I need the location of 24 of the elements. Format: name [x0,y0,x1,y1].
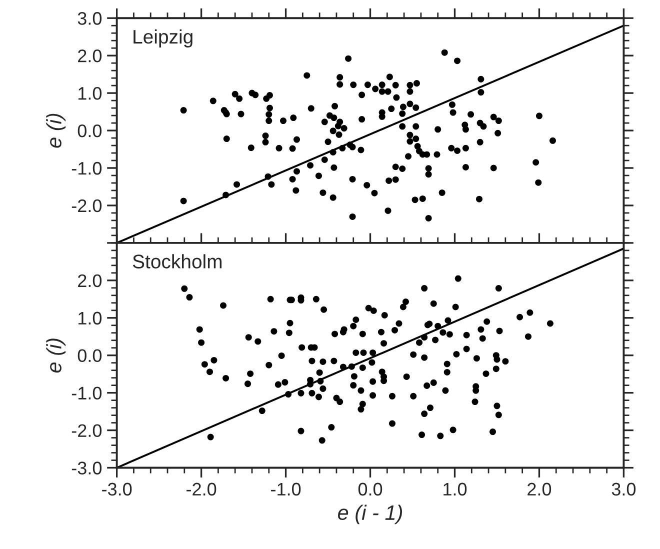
y-tick-label: 2.0 [78,50,102,62]
y-tick-label: 1.0 [78,86,102,100]
y-tick-label: 0.0 [78,124,102,138]
y-axis-title: e (i) [46,338,66,373]
x-tick-label: 1.0 [444,482,467,496]
x-tick-label: 2.0 [528,482,552,496]
annotation: Leipzig [134,29,192,48]
y-tick-label: -1.0 [72,162,102,175]
y-tick-label: 3.0 [78,12,102,25]
y-tick-label: -1.0 [72,386,102,400]
y-axis-title: e (i) [46,114,66,148]
y-tick-label: 1.0 [78,312,102,325]
y-tick-label: 2.0 [78,274,102,288]
x-axis-title: e (i - 1) [338,504,402,524]
x-tick-label: -2.0 [186,482,216,496]
annotation: Stockholm [132,254,222,268]
x-tick-label: -1.0 [271,482,301,496]
y-tick-label: 0.0 [78,349,102,362]
y-tick-label: -3.0 [72,462,102,474]
x-tick-label: 0.0 [358,482,382,496]
x-tick-label: 3.0 [612,482,636,496]
y-tick-label: -2.0 [72,199,102,212]
y-tick-label: -2.0 [72,424,102,437]
x-tick-label: -3.0 [102,482,132,496]
